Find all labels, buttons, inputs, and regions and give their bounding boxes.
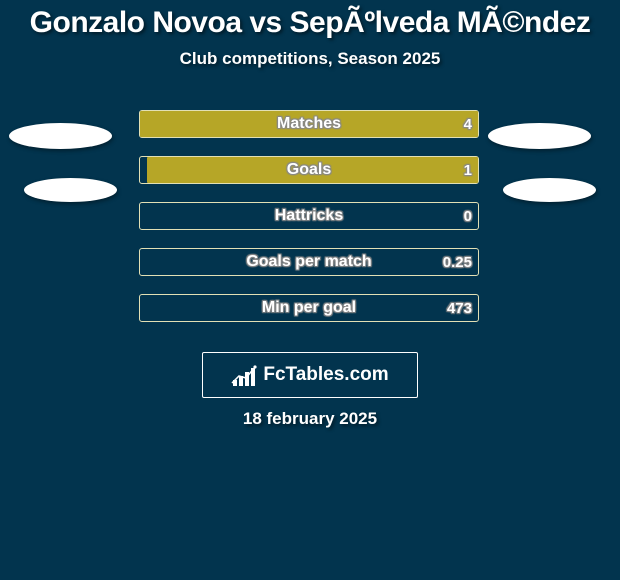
subtitle: Club competitions, Season 2025 — [0, 49, 620, 69]
bar-value-right: 0.25 — [443, 249, 472, 275]
barchart-icon — [231, 364, 257, 386]
stat-row: Goals per match0.25 — [0, 239, 620, 285]
stat-row: Min per goal473 — [0, 285, 620, 331]
bar-label: Goals — [140, 157, 478, 183]
bar-value-right: 0 — [464, 203, 472, 229]
bar-label: Matches — [140, 111, 478, 137]
bar-outer: Hattricks0 — [139, 202, 479, 230]
brand-box[interactable]: FcTables.com — [202, 352, 418, 398]
bar-value-right: 1 — [464, 157, 472, 183]
bar-label: Goals per match — [140, 249, 478, 275]
brand-text: FcTables.com — [263, 364, 388, 386]
date-line: 18 february 2025 — [0, 409, 620, 429]
bar-outer: Goals1 — [139, 156, 479, 184]
stats-card: Gonzalo Novoa vs SepÃºlveda MÃ©ndez Club… — [0, 0, 620, 580]
side-ellipse — [24, 178, 117, 202]
bar-value-right: 473 — [447, 295, 472, 321]
brand-inner: FcTables.com — [231, 364, 388, 386]
page-title: Gonzalo Novoa vs SepÃºlveda MÃ©ndez — [0, 0, 620, 39]
side-ellipse — [503, 178, 596, 202]
bar-label: Min per goal — [140, 295, 478, 321]
bar-label: Hattricks — [140, 203, 478, 229]
bar-outer: Goals per match0.25 — [139, 248, 479, 276]
bar-outer: Matches4 — [139, 110, 479, 138]
bar-outer: Min per goal473 — [139, 294, 479, 322]
side-ellipse — [9, 123, 112, 149]
side-ellipse — [488, 123, 591, 149]
bar-value-right: 4 — [464, 111, 472, 137]
